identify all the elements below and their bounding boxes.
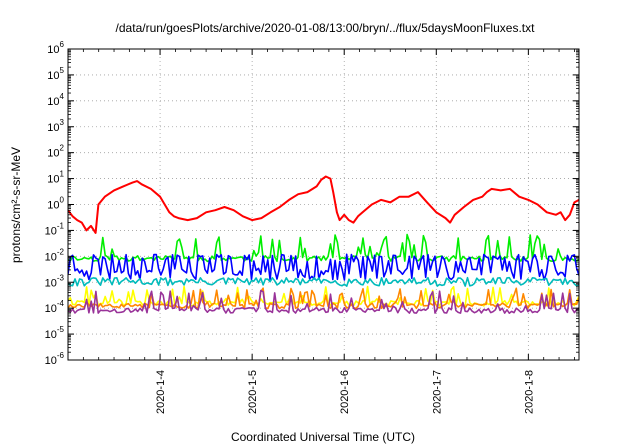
- y-tick-label: 10-6: [45, 351, 65, 367]
- x-tick-label: 2020-1-7: [431, 370, 443, 414]
- y-tick-label: 10-5: [45, 325, 65, 341]
- axis-ticks: [68, 48, 579, 361]
- y-tick-label: 105: [47, 66, 64, 82]
- x-tick-label: 2020-1-8: [523, 370, 535, 414]
- y-tick-label: 104: [47, 92, 64, 108]
- y-tick-label: 100: [47, 196, 64, 212]
- x-axis-title: Coordinated Universal Time (UTC): [231, 430, 415, 444]
- series-line-6: [68, 175, 579, 234]
- y-tick-label: 106: [47, 40, 64, 56]
- axis-tick-labels: 10-6 10-5 10-4 10-3 10-2 10-1 100 101 102 103 104 1…: [45, 40, 536, 414]
- y-tick-label: 103: [47, 118, 64, 134]
- series-group: [68, 175, 579, 314]
- y-tick-label: 10-4: [45, 299, 65, 315]
- y-axis-title: protons/cm²-s-sr-MeV: [9, 147, 23, 263]
- grid: [68, 49, 579, 360]
- x-tick-label: 2020-1-5: [247, 370, 259, 414]
- y-tick-label: 10-2: [45, 247, 65, 263]
- chart-title: /data/run/goesPlots/archive/2020-01-08/1…: [116, 21, 536, 35]
- x-tick-label: 2020-1-4: [155, 370, 167, 414]
- series-line-2: [68, 276, 579, 287]
- y-tick-label: 10-1: [45, 221, 65, 237]
- x-tick-label: 2020-1-6: [339, 370, 351, 414]
- series-line-5: [68, 289, 579, 314]
- y-tick-label: 10-3: [45, 273, 65, 289]
- y-tick-label: 101: [47, 170, 64, 186]
- y-tick-label: 102: [47, 144, 64, 160]
- series-line-1: [68, 253, 579, 281]
- series-line-0: [68, 233, 579, 263]
